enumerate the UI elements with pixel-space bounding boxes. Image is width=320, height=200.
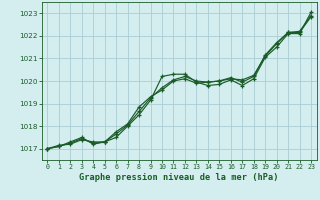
X-axis label: Graphe pression niveau de la mer (hPa): Graphe pression niveau de la mer (hPa): [79, 173, 279, 182]
